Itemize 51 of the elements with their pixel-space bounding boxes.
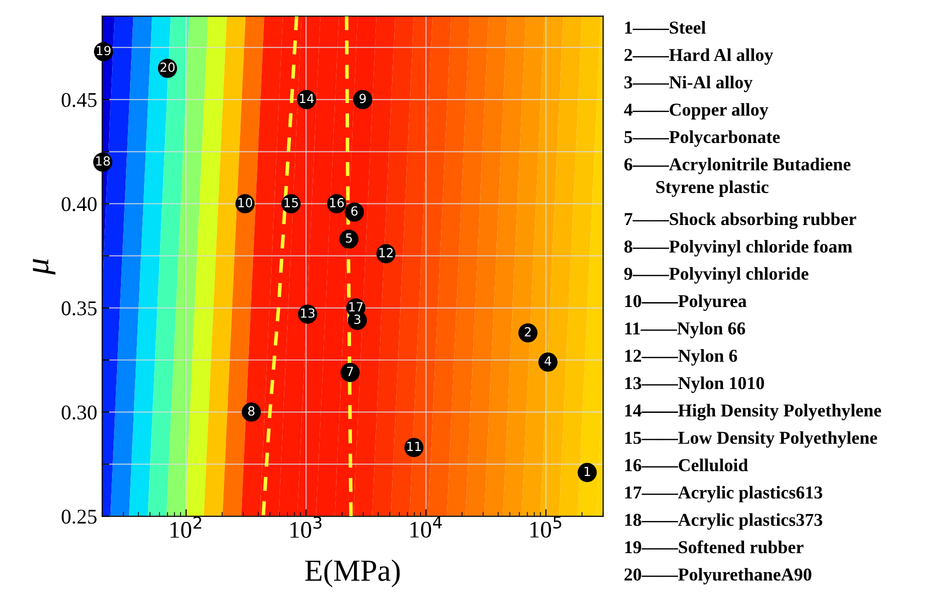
y-tick-label: 0.35 — [62, 301, 97, 316]
x-tick-label: 10$^{3}$ — [290, 516, 322, 538]
text: 20——PolyurethaneA90 — [624, 568, 812, 584]
annotation: 2 — [524, 327, 531, 336]
y-axis-title: μ — [32, 258, 56, 275]
text: 2——Hard Al alloy — [624, 48, 774, 65]
annotation: 6 — [351, 206, 358, 216]
text: 13——Nylon 1010 — [625, 376, 764, 393]
x-tick-label: 10$^{2}$ — [170, 516, 202, 538]
text: 8——Polyvinyl chloride foam — [624, 240, 852, 256]
y-tick-label: 0.40 — [62, 197, 97, 212]
annotation: 9 — [360, 94, 366, 104]
annotation: 18 — [96, 156, 110, 166]
text: 18——Acrylic plastics373 — [625, 513, 822, 530]
annotation: 4 — [544, 356, 552, 366]
annotation: 11 — [407, 442, 421, 451]
text: 6——Acrylonitrile Butadiene Styrene plastic — [624, 158, 850, 197]
annotation: 3 — [354, 314, 360, 324]
annotation: 15 — [284, 198, 298, 208]
text: 1——Steel — [625, 21, 706, 34]
text: 3——Ni-Al alloy — [624, 76, 752, 92]
annotation: 10 — [238, 198, 252, 208]
annotation: 14 — [300, 94, 314, 104]
x-tick-label: 10$^{5}$ — [530, 516, 562, 538]
text: 4——Copper alloy — [624, 103, 768, 120]
annotation: 16 — [330, 198, 344, 208]
text: 12——Nylon 6 — [625, 349, 738, 366]
annotation: 19 — [96, 46, 111, 56]
text: 10——Polyurea — [625, 294, 747, 311]
text: 7——Shock absorbing rubber — [624, 212, 856, 229]
y-tick-label: 0.30 — [62, 405, 97, 420]
annotation: 20 — [160, 62, 175, 72]
annotation: 17 — [349, 302, 363, 312]
text: 14——High Density Polyethylene — [625, 404, 882, 420]
text: 17——Acrylic plastics613 — [625, 486, 822, 502]
annotation: 7 — [347, 366, 353, 376]
text: 19——Softened rubber — [625, 540, 804, 554]
text: 5——Polycarbonate — [624, 130, 780, 147]
annotation: 8 — [248, 406, 254, 416]
y-tick-label: 0.25 — [62, 510, 97, 524]
annotation: 12 — [379, 248, 393, 258]
x-axis-title: E(MPa) — [305, 560, 400, 588]
annotation: 5 — [346, 233, 352, 243]
annotation: 13 — [300, 308, 315, 318]
text: 16——Celluloid — [625, 458, 748, 472]
x-tick-label: 10$^{4}$ — [410, 516, 442, 538]
text: 9——Polyvinyl chloride — [624, 267, 808, 284]
annotation: 1 — [584, 466, 590, 476]
text: 11——Nylon 66 — [625, 322, 746, 338]
y-tick-label: 0.45 — [62, 92, 97, 108]
text: 15——Low Density Polyethylene — [625, 431, 878, 448]
